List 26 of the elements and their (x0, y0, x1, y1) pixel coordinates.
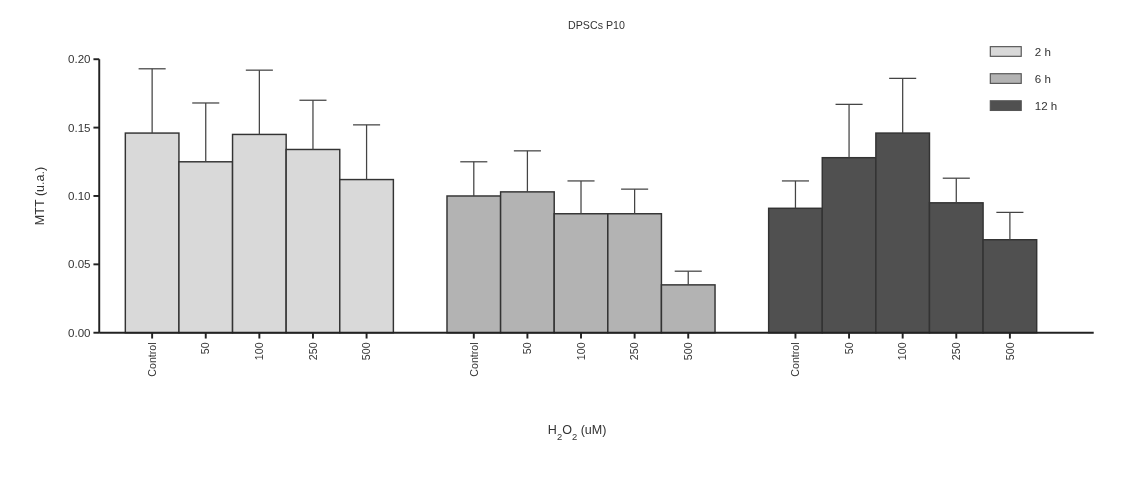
x-tick-label: 100 (253, 342, 266, 361)
y-axis-title: MTT (u.a.) (33, 166, 48, 226)
x-tick-label: Control (467, 342, 480, 377)
legend-label: 6 h (1034, 72, 1051, 85)
x-tick-label: Control (145, 342, 158, 377)
x-tick-label: 250 (950, 342, 962, 361)
legend-label: 2 h (1034, 45, 1051, 58)
y-tick-label: 0.20 (67, 53, 91, 66)
chart-title: DPSCs P10 (568, 19, 625, 32)
x-axis-title: H$_{2}$O$_{2}$ (uM) (547, 423, 607, 442)
x-tick-label: 500 (1003, 342, 1016, 361)
y-tick-label: 0.10 (67, 190, 91, 203)
x-tick-label: 250 (306, 342, 319, 361)
x-tick-label: 50 (521, 342, 534, 355)
x-tick-label: 250 (628, 342, 641, 361)
x-tick-label: 50 (199, 342, 212, 355)
y-tick-label: 0.00 (67, 326, 91, 339)
x-tick-label: 50 (842, 342, 855, 355)
x-tick-label: 500 (360, 342, 373, 361)
y-tick-label: 0.05 (67, 258, 91, 271)
legend-label: 12 h (1034, 99, 1058, 112)
x-tick-label: 100 (574, 342, 587, 361)
x-tick-label: 100 (896, 342, 909, 361)
x-tick-label: Control (789, 342, 802, 377)
x-tick-label: 500 (681, 342, 694, 361)
y-tick-label: 0.15 (67, 121, 91, 134)
